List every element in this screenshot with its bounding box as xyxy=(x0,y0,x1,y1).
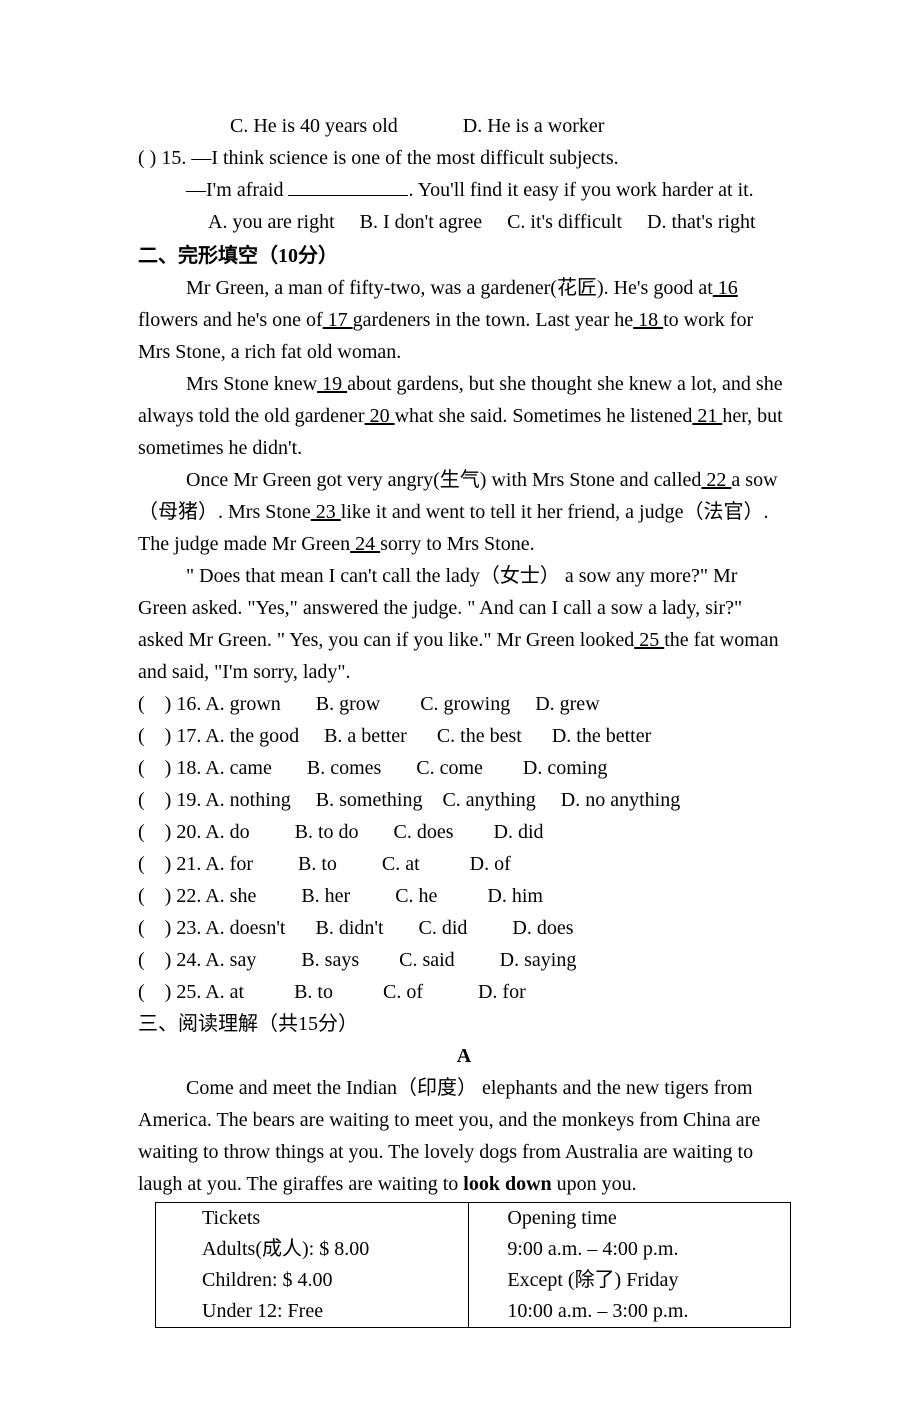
passage-a-p1c: upon you. xyxy=(552,1173,637,1195)
page: C. He is 40 years old D. He is a worker … xyxy=(0,0,920,1408)
opt21-text: ( ) 21. A. for B. to C. at D. of xyxy=(138,853,511,875)
cloze-blank-16: 16 xyxy=(713,277,738,299)
section3-title: 三、阅读理解（共15分） xyxy=(138,1008,790,1040)
cloze-p1c: gardeners in the town. Last year he xyxy=(353,309,633,331)
cloze-p1a: Mr Green, a man of fifty-two, was a gard… xyxy=(186,277,713,299)
table-cell-under12: Under 12: Free xyxy=(156,1296,469,1328)
cloze-p1: Mr Green, a man of fifty-two, was a gard… xyxy=(138,272,790,368)
cloze-blank-21: 21 xyxy=(692,405,722,427)
cloze-p1b: flowers and he's one of xyxy=(138,309,323,331)
q14-option-d: D. He is a worker xyxy=(463,115,605,137)
cloze-p2a: Mrs Stone knew xyxy=(186,373,317,395)
table-cell-time2: 10:00 a.m. – 3:00 p.m. xyxy=(469,1296,791,1328)
opt24-text: ( ) 24. A. say B. says C. said D. saying xyxy=(138,949,576,971)
cloze-blank-23: 23 xyxy=(311,501,341,523)
cloze-p3d: sorry to Mrs Stone. xyxy=(380,533,534,555)
q15-line2: —I'm afraid . You'll find it easy if you… xyxy=(138,174,790,206)
cloze-blank-25: 25 xyxy=(634,629,664,651)
cloze-opt-22: ( ) 22. A. she B. her C. he D. him xyxy=(138,880,790,912)
cloze-opt-23: ( ) 23. A. doesn't B. didn't C. did D. d… xyxy=(138,912,790,944)
cloze-blank-17: 17 xyxy=(323,309,353,331)
passage-a-heading: A xyxy=(138,1040,790,1072)
info-table: Tickets Opening time Adults(成人): $ 8.00 … xyxy=(155,1202,791,1328)
cloze-blank-22: 22 xyxy=(701,469,731,491)
opt20-text: ( ) 20. A. do B. to do C. does D. did xyxy=(138,821,544,843)
table-cell-time1: 9:00 a.m. – 4:00 p.m. xyxy=(469,1234,791,1265)
q15-line2a: —I'm afraid xyxy=(186,179,288,201)
passage-a-bold: look down xyxy=(463,1173,551,1195)
cloze-blank-18: 18 xyxy=(633,309,663,331)
table-cell-children: Children: $ 4.00 xyxy=(156,1265,469,1296)
opt22-text: ( ) 22. A. she B. her C. he D. him xyxy=(138,885,543,907)
cloze-p3: Once Mr Green got very angry(生气) with Mr… xyxy=(138,464,790,560)
cloze-blank-24: 24 xyxy=(350,533,380,555)
q15-blank xyxy=(288,177,408,196)
opt25-text: ( ) 25. A. at B. to C. of D. for xyxy=(138,981,526,1003)
table-cell-except: Except (除了) Friday xyxy=(469,1265,791,1296)
cloze-p2: Mrs Stone knew 19 about gardens, but she… xyxy=(138,368,790,464)
passage-a-p1: Come and meet the Indian（印度） elephants a… xyxy=(138,1072,790,1200)
table-cell-opening-header: Opening time xyxy=(469,1203,791,1235)
q15-option-c: C. it's difficult xyxy=(507,211,622,233)
opt23-text: ( ) 23. A. doesn't B. didn't C. did D. d… xyxy=(138,917,574,939)
table-row: Children: $ 4.00 Except (除了) Friday xyxy=(156,1265,791,1296)
opt17-text: ( ) 17. A. the good B. a better C. the b… xyxy=(138,725,651,747)
cloze-opt-21: ( ) 21. A. for B. to C. at D. of xyxy=(138,848,790,880)
table-cell-adults: Adults(成人): $ 8.00 xyxy=(156,1234,469,1265)
section2-title: 二、完形填空（10分） xyxy=(138,240,790,272)
cloze-p2c: what she said. Sometimes he listened xyxy=(395,405,693,427)
q15-option-d: D. that's right xyxy=(647,211,756,233)
q15-line1: ( ) 15. —I think science is one of the m… xyxy=(138,142,790,174)
opt19-text: ( ) 19. A. nothing B. something C. anyth… xyxy=(138,789,680,811)
q14-options-cd: C. He is 40 years old D. He is a worker xyxy=(138,110,790,142)
table-row: Tickets Opening time xyxy=(156,1203,791,1235)
table-row: Adults(成人): $ 8.00 9:00 a.m. – 4:00 p.m. xyxy=(156,1234,791,1265)
cloze-opt-19: ( ) 19. A. nothing B. something C. anyth… xyxy=(138,784,790,816)
q15-option-b: B. I don't agree xyxy=(360,211,482,233)
table-cell-tickets-header: Tickets xyxy=(156,1203,469,1235)
cloze-opt-20: ( ) 20. A. do B. to do C. does D. did xyxy=(138,816,790,848)
opt18-text: ( ) 18. A. came B. comes C. come D. comi… xyxy=(138,757,607,779)
q14-option-c: C. He is 40 years old xyxy=(230,115,398,137)
cloze-blank-19: 19 xyxy=(317,373,347,395)
q15-option-a: A. you are right xyxy=(208,211,335,233)
q15-options: A. you are right B. I don't agree C. it'… xyxy=(138,206,790,238)
cloze-opt-25: ( ) 25. A. at B. to C. of D. for xyxy=(138,976,790,1008)
q15-line2b: . You'll find it easy if you work harder… xyxy=(408,179,753,201)
cloze-p3a: Once Mr Green got very angry(生气) with Mr… xyxy=(186,469,701,491)
table-row: Under 12: Free 10:00 a.m. – 3:00 p.m. xyxy=(156,1296,791,1328)
opt16-text: ( ) 16. A. grown B. grow C. growing D. g… xyxy=(138,693,600,715)
cloze-opt-17: ( ) 17. A. the good B. a better C. the b… xyxy=(138,720,790,752)
cloze-blank-20: 20 xyxy=(365,405,395,427)
cloze-opt-16: ( ) 16. A. grown B. grow C. growing D. g… xyxy=(138,688,790,720)
cloze-opt-24: ( ) 24. A. say B. says C. said D. saying xyxy=(138,944,790,976)
cloze-opt-18: ( ) 18. A. came B. comes C. come D. comi… xyxy=(138,752,790,784)
passage-a-p1a: Come and meet the Indian（印度） elephants a… xyxy=(138,1077,760,1195)
cloze-p4: " Does that mean I can't call the lady（女… xyxy=(138,560,790,688)
